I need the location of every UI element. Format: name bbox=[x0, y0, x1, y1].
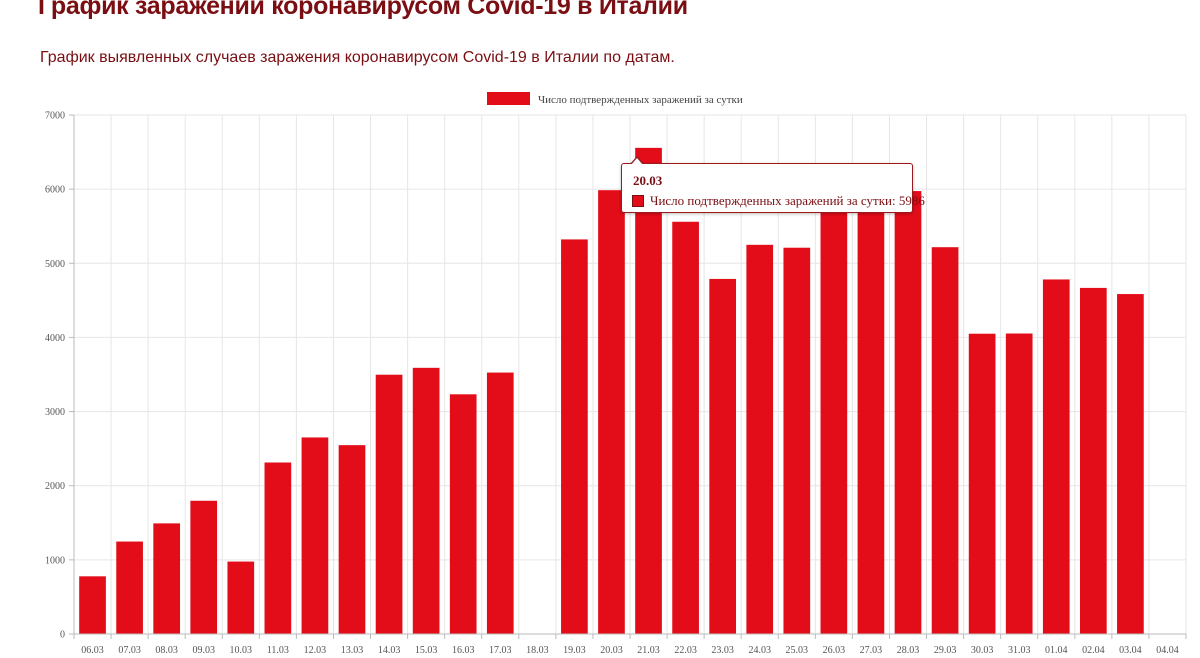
chart-grid bbox=[73, 114, 1187, 635]
chart-tooltip: 20.03 Число подтвержденных заражений за … bbox=[621, 156, 925, 213]
chart-bars bbox=[79, 147, 1144, 635]
page-title: График заражений коронавирусом Covid-19 … bbox=[38, 0, 688, 20]
x-tick-label: 30.03 bbox=[971, 645, 994, 656]
x-tick-label: 28.03 bbox=[897, 645, 920, 656]
y-tick-label: 6000 bbox=[45, 185, 65, 196]
bar-13.03 bbox=[338, 445, 366, 634]
bar-24.03 bbox=[746, 244, 774, 634]
bar-17.03 bbox=[486, 372, 514, 634]
x-tick-label: 14.03 bbox=[378, 645, 401, 656]
bar-09.03 bbox=[190, 500, 218, 634]
bar-03.04 bbox=[1117, 294, 1144, 634]
bar-10.03 bbox=[227, 561, 255, 634]
bar-21.03 bbox=[635, 147, 662, 635]
x-tick-label: 20.03 bbox=[600, 645, 623, 656]
x-tick-label: 25.03 bbox=[786, 645, 809, 656]
tooltip-swatch bbox=[632, 195, 644, 207]
bar-20.03 bbox=[598, 190, 625, 635]
x-tick-label: 06.03 bbox=[81, 645, 104, 656]
y-tick-label: 3000 bbox=[45, 407, 65, 418]
bar-25.03 bbox=[783, 247, 811, 635]
legend-label: Число подтвержденных заражений за сутки bbox=[538, 94, 743, 106]
bar-30.03 bbox=[968, 333, 996, 634]
x-tick-label: 21.03 bbox=[637, 645, 660, 656]
x-tick-label: 09.03 bbox=[192, 645, 215, 656]
bar-22.03 bbox=[672, 221, 699, 634]
x-tick-label: 29.03 bbox=[934, 645, 957, 656]
bar-12.03 bbox=[301, 437, 329, 634]
bar-07.03 bbox=[116, 541, 143, 634]
y-tick-label: 0 bbox=[60, 630, 65, 641]
bar-27.03 bbox=[857, 192, 885, 634]
x-tick-label: 03.04 bbox=[1119, 645, 1142, 656]
x-tick-label: 01.04 bbox=[1045, 645, 1068, 656]
x-tick-label: 17.03 bbox=[489, 645, 512, 656]
y-tick-label: 2000 bbox=[45, 481, 65, 492]
x-tick-label: 24.03 bbox=[748, 645, 771, 656]
x-tick-label: 19.03 bbox=[563, 645, 586, 656]
page-subtitle: График выявленных случаев заражения коро… bbox=[40, 49, 675, 66]
x-tick-label: 18.03 bbox=[526, 645, 549, 656]
y-axis-labels: 0 1000 2000 3000 4000 5000 6000 7000 bbox=[45, 111, 65, 641]
x-tick-label: 22.03 bbox=[674, 645, 697, 656]
x-tick-label: 27.03 bbox=[860, 645, 883, 656]
x-tick-label: 07.03 bbox=[118, 645, 141, 656]
tooltip-row: Число подтвержденных заражений за сутки:… bbox=[632, 193, 925, 209]
legend-swatch bbox=[487, 92, 530, 105]
bar-29.03 bbox=[931, 247, 959, 634]
tooltip-title: 20.03 bbox=[633, 173, 663, 188]
x-tick-label: 04.04 bbox=[1156, 645, 1179, 656]
bar-06.03 bbox=[79, 576, 106, 634]
bar-31.03 bbox=[1005, 333, 1033, 634]
x-tick-label: 16.03 bbox=[452, 645, 475, 656]
bar-26.03 bbox=[820, 177, 848, 634]
x-tick-label: 26.03 bbox=[823, 645, 846, 656]
x-tick-label: 08.03 bbox=[155, 645, 178, 656]
x-tick-label: 31.03 bbox=[1008, 645, 1031, 656]
x-tick-label: 10.03 bbox=[230, 645, 253, 656]
y-tick-label: 4000 bbox=[45, 333, 65, 344]
x-tick-label: 12.03 bbox=[304, 645, 327, 656]
chart-axes bbox=[69, 114, 1187, 639]
x-tick-label: 02.04 bbox=[1082, 645, 1105, 656]
x-axis-labels: 06.03 07.03 08.03 09.03 10.03 11.03 12.03 13.03… bbox=[81, 645, 1178, 656]
chart-legend[interactable]: Число подтвержденных заражений за сутки bbox=[487, 92, 743, 106]
bar-11.03 bbox=[264, 462, 292, 634]
x-tick-label: 13.03 bbox=[341, 645, 364, 656]
x-tick-label: 15.03 bbox=[415, 645, 438, 656]
bar-16.03 bbox=[449, 394, 477, 634]
bar-28.03 bbox=[894, 191, 922, 635]
bar-01.04 bbox=[1042, 279, 1070, 634]
y-tick-label: 5000 bbox=[45, 259, 65, 270]
bar-19.03 bbox=[561, 239, 588, 634]
bar-08.03 bbox=[153, 523, 181, 634]
bar-15.03 bbox=[412, 367, 440, 634]
tooltip-label: Число подтвержденных заражений за сутки:… bbox=[650, 193, 925, 208]
x-tick-label: 11.03 bbox=[267, 645, 289, 656]
x-tick-label: 23.03 bbox=[711, 645, 734, 656]
bar-14.03 bbox=[375, 374, 403, 634]
y-tick-label: 7000 bbox=[45, 111, 65, 122]
bar-23.03 bbox=[709, 278, 737, 634]
bar-02.04 bbox=[1079, 287, 1107, 634]
y-tick-label: 1000 bbox=[45, 555, 65, 566]
